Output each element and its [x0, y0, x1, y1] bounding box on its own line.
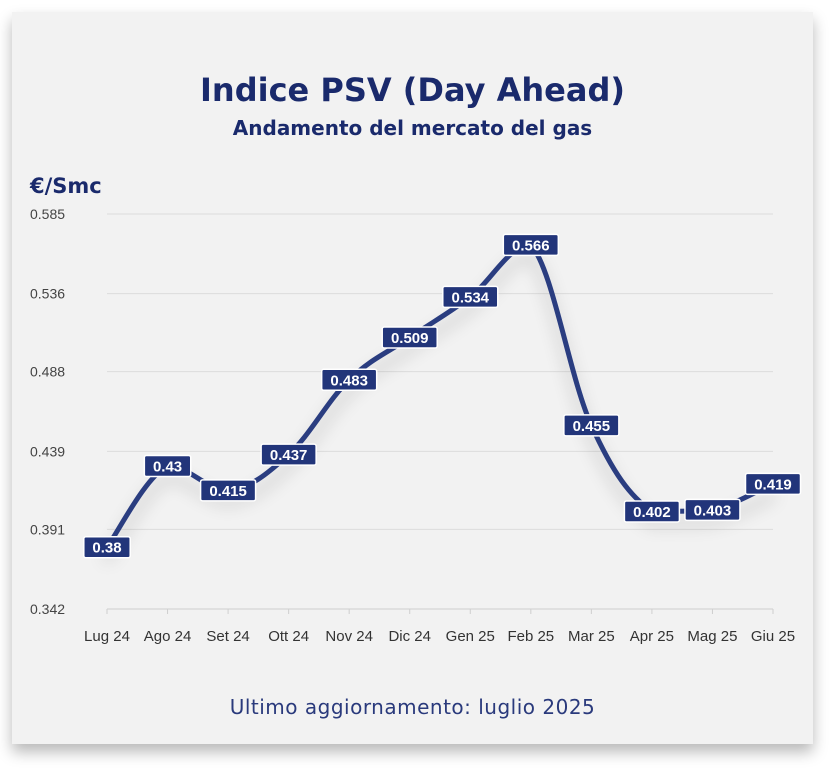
- data-label-box: [563, 414, 620, 437]
- x-axis: Lug 24 Ago 24 Set 24 Ott 24 Nov 24 Dic 24 Gen …: [84, 608, 795, 645]
- x-tick-label: Nov 24: [325, 628, 373, 645]
- data-label: 0.437: [260, 443, 317, 466]
- x-tick-label: Mag 25: [687, 628, 737, 645]
- x-tick-label: Ott 24: [268, 628, 309, 645]
- data-label-box: [442, 285, 499, 309]
- chart-card: Indice PSV (Day Ahead) Andamento del mer…: [12, 12, 813, 744]
- x-tick-label: Set 24: [206, 628, 249, 645]
- data-label-text: 0.403: [694, 502, 732, 519]
- x-tick-label: Apr 25: [630, 628, 674, 645]
- y-tick-label: 0.488: [30, 364, 65, 380]
- data-label-box: [684, 498, 741, 522]
- data-label-box: [320, 368, 378, 392]
- data-label-text: 0.38: [92, 540, 121, 557]
- data-label-box: [381, 326, 438, 349]
- data-label-box: [143, 454, 192, 478]
- y-axis-unit: €/Smc: [30, 174, 102, 198]
- data-label-text: 0.415: [209, 483, 247, 500]
- data-label: 0.483: [320, 368, 378, 392]
- data-label-text: 0.455: [573, 418, 611, 435]
- data-label: 0.402: [623, 500, 681, 523]
- y-tick-label: 0.585: [30, 206, 65, 222]
- y-tick-label: 0.342: [30, 601, 65, 617]
- data-label-text: 0.43: [153, 458, 182, 475]
- data-label-text: 0.509: [391, 330, 429, 347]
- data-label-text: 0.483: [330, 372, 368, 389]
- data-label: 0.419: [744, 472, 802, 496]
- data-label-text: 0.566: [512, 237, 550, 254]
- data-label-box: [260, 443, 317, 466]
- data-label: 0.38: [83, 535, 131, 559]
- x-tick-label: Lug 24: [84, 628, 130, 645]
- data-label-box: [83, 535, 131, 559]
- last-update-note: Ultimo aggiornamento: luglio 2025: [229, 695, 596, 719]
- data-label-box: [623, 500, 681, 523]
- data-labels: 0.38 0.43 0.415 0.437 0.483 0.509 0.534 0.566 0.…: [83, 233, 802, 559]
- x-tick-label: Dic 24: [388, 628, 431, 645]
- data-label-box: [199, 479, 257, 502]
- x-tick-label: Giu 25: [751, 628, 795, 645]
- data-label: 0.509: [381, 326, 438, 349]
- data-label-box: [744, 472, 802, 496]
- y-axis: 0.585 0.536 0.488 0.439 0.391 0.342: [30, 206, 65, 617]
- data-label-text: 0.419: [754, 476, 792, 493]
- x-tick-label: Feb 25: [507, 628, 554, 645]
- chart-subtitle: Andamento del mercato del gas: [232, 116, 593, 140]
- data-label: 0.403: [684, 498, 741, 522]
- data-label-text: 0.437: [270, 447, 308, 464]
- chart-title: Indice PSV (Day Ahead): [200, 71, 625, 109]
- data-label: 0.534: [442, 285, 499, 309]
- data-label: 0.566: [502, 233, 560, 257]
- data-label: 0.415: [199, 479, 257, 502]
- x-tick-label: Mar 25: [568, 628, 615, 645]
- data-label-box: [502, 233, 560, 257]
- data-label-text: 0.402: [633, 504, 671, 521]
- grid-lines: [107, 213, 773, 610]
- y-tick-label: 0.536: [30, 286, 65, 302]
- x-tick-label: Gen 25: [446, 628, 495, 645]
- y-tick-label: 0.439: [30, 443, 65, 459]
- x-tick-label: Ago 24: [144, 628, 192, 645]
- data-label: 0.43: [143, 454, 192, 478]
- line-chart: 0.585 0.536 0.488 0.439 0.391 0.342 Lug 24 Ago…: [30, 206, 802, 645]
- data-label-text: 0.534: [451, 289, 489, 306]
- y-tick-label: 0.391: [30, 521, 65, 537]
- data-label: 0.455: [563, 414, 620, 437]
